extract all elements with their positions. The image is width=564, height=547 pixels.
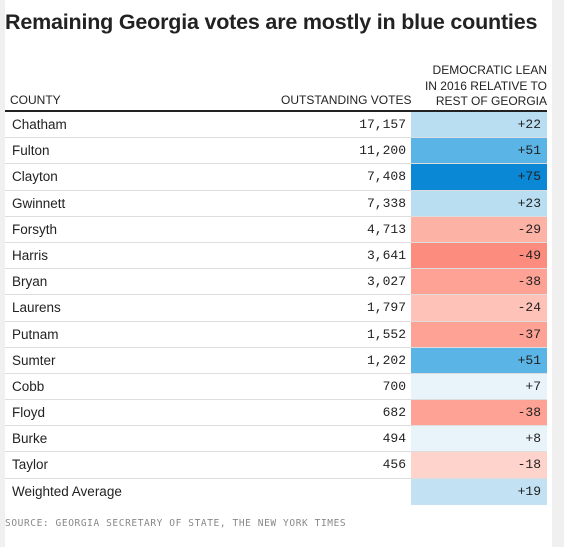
democratic-lean-cell: +23 [411,190,547,216]
county-name: Cobb [12,378,45,394]
county-name: Forsyth [12,221,58,237]
column-header-county: COUNTY [10,93,61,107]
table-row: Harris 3,641 -49 [5,242,547,270]
county-name: Sumter [12,352,56,368]
outstanding-votes-value: 682 [382,405,406,421]
outstanding-votes-value: 1,552 [366,326,406,342]
democratic-lean-cell: -37 [411,321,547,347]
table-row: Forsyth 4,713 -29 [5,216,547,243]
table-row: Burke 494 +8 [5,426,547,453]
table-row: Cobb 700 +7 [5,373,547,401]
county-name: Weighted Average [12,483,122,499]
democratic-lean-cell: +75 [411,164,547,190]
outstanding-votes-value: 1,797 [366,300,406,316]
county-name: Chatham [12,117,67,132]
democratic-lean-cell: -38 [411,400,547,426]
county-name: Burke [12,431,48,447]
table-row: Laurens 1,797 -24 [5,295,547,322]
county-name: Bryan [12,274,48,290]
democratic-lean-cell: +19 [411,478,547,505]
democratic-lean-cell: +7 [411,373,547,400]
county-name: Putnam [12,326,59,342]
table-row: Putnam 1,552 -37 [5,321,547,348]
democratic-lean-cell: +22 [411,112,547,138]
county-name: Taylor [12,457,49,473]
column-header-lean-line-2: IN 2016 RELATIVE TO [424,78,547,93]
table-row: Fulton 11,200 +51 [5,138,547,165]
democratic-lean-cell: +51 [411,138,547,164]
table-row: Taylor 456 -18 [5,452,547,479]
table-body: Chatham 17,157 +22 Fulton 11,200 +51 Clayton 7,… [5,112,547,505]
county-name: Harris [12,247,48,263]
table-row: Bryan 3,027 -38 [5,269,547,296]
outstanding-votes-value: 1,202 [366,352,406,368]
county-name: Floyd [12,405,46,421]
outstanding-votes-value: 3,027 [366,274,406,290]
table-row: Clayton 7,408 +75 [5,164,547,191]
democratic-lean-cell: -18 [411,452,547,478]
democratic-lean-cell: +8 [411,426,547,452]
outstanding-votes-value: 3,641 [366,247,406,263]
table-row: Floyd 682 -38 [5,400,547,427]
democratic-lean-cell: -24 [411,295,547,321]
democratic-lean-cell: -38 [411,269,547,295]
table-row: Gwinnett 7,338 +23 [5,190,547,217]
source-note: SOURCE: GEORGIA SECRETARY OF STATE, THE … [5,518,347,529]
table-row: Sumter 1,202 +51 [5,347,547,374]
democratic-lean-cell: +51 [411,347,547,373]
county-name: Clayton [12,169,58,185]
table-row: Chatham 17,157 +22 [5,112,547,139]
column-header-lean-line-1: DEMOCRATIC LEAN [432,63,547,77]
county-name: Fulton [12,143,50,159]
outstanding-votes-value: 11,200 [359,143,406,159]
democratic-lean-cell: -49 [411,242,547,269]
column-header-outstanding-votes: OUTSTANDING VOTES [281,93,412,107]
outstanding-votes-value: 700 [382,378,406,394]
county-name: Laurens [12,300,61,316]
outstanding-votes-value: 7,338 [366,195,406,211]
outstanding-votes-value: 456 [382,457,406,473]
democratic-lean-cell: -29 [411,216,547,242]
header-divider [5,110,547,112]
outstanding-votes-value: 17,157 [359,117,406,132]
outstanding-votes-value: 7,408 [366,169,406,185]
table-row: Weighted Average +19 [5,478,547,505]
column-header-democratic-lean: DEMOCRATIC LEAN IN 2016 RELATIVE TO REST… [411,63,547,110]
outstanding-votes-value: 4,713 [366,221,406,237]
column-header-lean-line-3: REST OF GEORGIA [435,94,547,108]
page-title: Remaining Georgia votes are mostly in bl… [5,10,538,34]
outstanding-votes-value: 494 [382,431,406,447]
county-name: Gwinnett [12,195,66,211]
